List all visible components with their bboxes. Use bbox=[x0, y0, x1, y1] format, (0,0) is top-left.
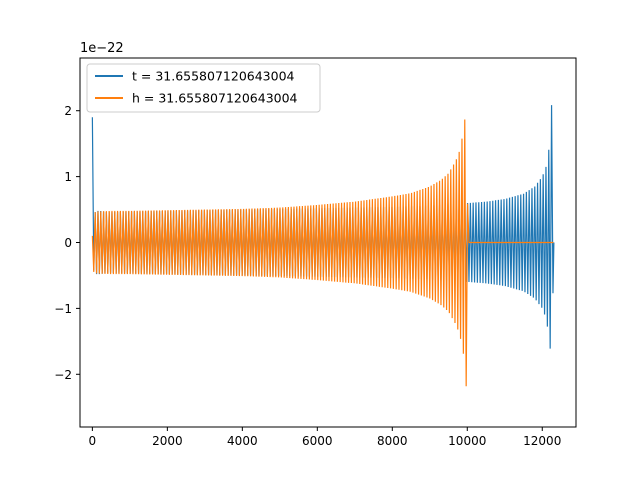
x-tick-label: 2000 bbox=[152, 434, 183, 448]
series-line-2 bbox=[91, 119, 554, 387]
y-tick-label: −1 bbox=[54, 302, 72, 316]
plot-area bbox=[91, 105, 555, 387]
y-tick-label: 1 bbox=[64, 170, 72, 184]
legend-label: h = 31.655807120643004 bbox=[132, 91, 298, 106]
y-tick-label: 2 bbox=[64, 104, 72, 118]
x-tick-label: 12000 bbox=[523, 434, 561, 448]
legend: t = 31.655807120643004 h = 31.65580712064… bbox=[86, 63, 321, 113]
y-offset-text: 1e−22 bbox=[80, 41, 124, 56]
y-tick-label: 0 bbox=[64, 236, 72, 250]
y-tick-label: −2 bbox=[54, 368, 72, 382]
axes: 0 2000 4000 6000 8000 10000 12000 −2 −1 0 1 2 bbox=[54, 57, 577, 448]
x-tick-label: 8000 bbox=[377, 434, 408, 448]
x-tick-label: 6000 bbox=[302, 434, 333, 448]
legend-box bbox=[86, 63, 321, 113]
x-tick-label: 4000 bbox=[227, 434, 258, 448]
x-tick-label: 10000 bbox=[448, 434, 486, 448]
x-tick-label: 0 bbox=[89, 434, 97, 448]
legend-label: t = 31.655807120643004 bbox=[132, 69, 295, 84]
